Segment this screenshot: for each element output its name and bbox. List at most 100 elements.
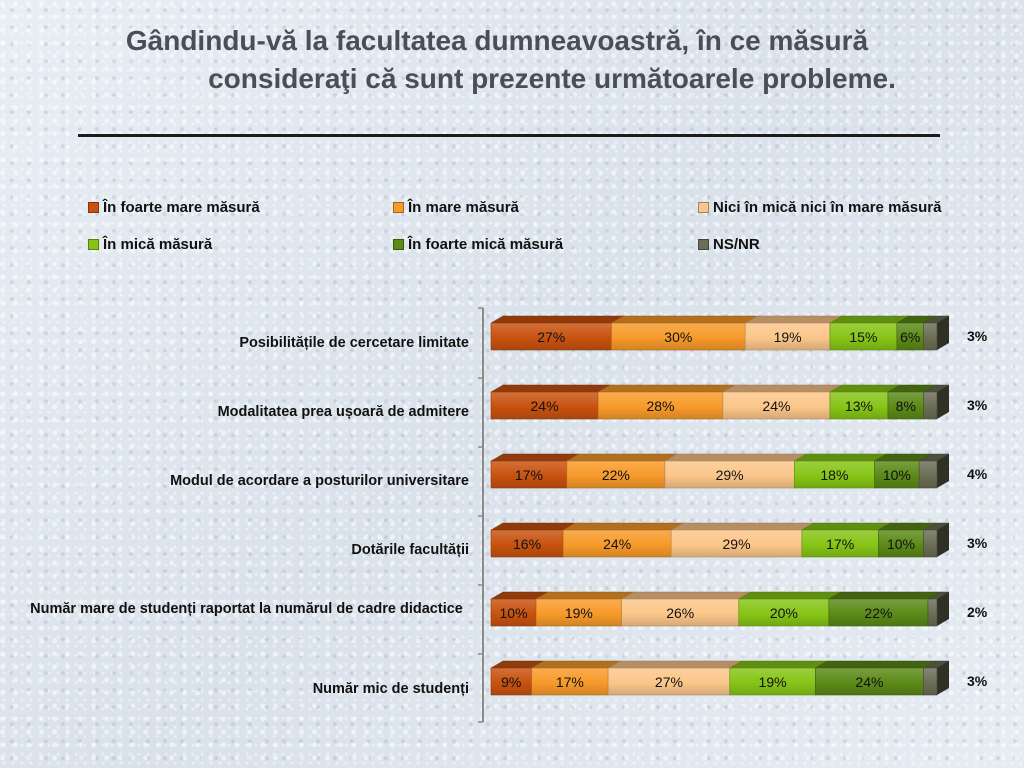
legend-label: În foarte mare măsură (103, 199, 260, 216)
category-label-2: Modul de acordare a posturilor universit… (170, 473, 469, 489)
bar-segment-4-3 (738, 598, 830, 627)
legend-swatch-icon (393, 239, 404, 250)
data-label-1-5: 3% (967, 397, 988, 413)
category-label-1: Modalitatea prea ușoară de admitere (217, 404, 469, 420)
data-label-3-4: 10% (887, 536, 915, 552)
bar-top-2-1 (565, 453, 678, 462)
data-label-3-5: 3% (967, 535, 988, 551)
bar-side-3 (937, 523, 949, 557)
bar-segment-1-5 (923, 391, 938, 420)
title-divider (78, 134, 940, 137)
bar-segment-4-5 (927, 598, 938, 627)
data-label-0-4: 6% (900, 329, 920, 345)
data-label-2-2: 29% (716, 467, 744, 483)
category-label-4: Număr mare de studenți raportat la număr… (30, 601, 463, 617)
data-label-3-0: 16% (513, 536, 541, 552)
chart-title-line-2: consideraţi că sunt prezente următoarele… (208, 63, 896, 94)
legend-swatch-icon (698, 202, 709, 213)
chart-title-line-1: Gândindu-vă la facultatea dumneavoastră,… (125, 25, 869, 56)
chart-legend: În foarte mare măsură În mare măsură Nic… (0, 0, 1024, 260)
data-label-4-5: 2% (967, 604, 988, 620)
legend-item-nsnr: NS/NR (698, 236, 760, 253)
data-label-5-0: 9% (501, 674, 521, 690)
bar-top-4-4 (827, 591, 941, 600)
bar-segment-3-3 (801, 529, 879, 558)
bar-top-0-0 (490, 315, 625, 324)
bar-segment-0-2 (744, 322, 831, 351)
bar-top-4-1 (535, 591, 635, 600)
bar-segment-2-2 (664, 460, 795, 489)
data-label-0-5: 3% (967, 328, 988, 344)
data-label-4-4: 22% (864, 605, 892, 621)
bar-top-4-2 (620, 591, 752, 600)
data-label-3-1: 24% (603, 536, 631, 552)
data-label-2-5: 4% (967, 466, 988, 482)
bar-segment-2-4 (874, 460, 920, 489)
bar-side-0 (937, 316, 949, 350)
bar-segment-5-5 (923, 667, 938, 696)
bar-segment-0-1 (611, 322, 746, 351)
data-label-2-1: 22% (602, 467, 630, 483)
legend-label: Nici în mică nici în mare măsură (713, 199, 942, 216)
bar-segment-4-0 (490, 598, 537, 627)
category-label-5: Număr mic de studenți (312, 681, 469, 697)
bar-segment-5-3 (729, 667, 816, 696)
bar-top-5-3 (728, 660, 829, 669)
bar-top-3-3 (800, 522, 892, 531)
bar-top-5-2 (607, 660, 743, 669)
bar-top-1-2 (721, 384, 843, 393)
bar-top-3-1 (562, 522, 685, 531)
bar-segment-0-4 (896, 322, 924, 351)
data-label-4-2: 26% (666, 605, 694, 621)
bar-segment-4-4 (828, 598, 929, 627)
bar-segment-0-0 (490, 322, 612, 351)
bar-top-1-0 (490, 384, 611, 393)
bar-top-0-1 (610, 315, 759, 324)
bar-side-2 (937, 454, 949, 488)
data-label-1-0: 24% (531, 398, 559, 414)
data-label-2-3: 18% (820, 467, 848, 483)
bar-segment-3-5 (923, 529, 938, 558)
legend-swatch-icon (698, 239, 709, 250)
bar-side-4 (937, 592, 949, 626)
legend-item-mica: În mică măsură (88, 236, 212, 253)
data-label-5-2: 27% (655, 674, 683, 690)
legend-label: În foarte mică măsură (408, 236, 564, 253)
bar-top-5-1 (530, 660, 622, 669)
legend-item-foarte-mica: În foarte mică măsură (393, 236, 563, 253)
legend-swatch-icon (88, 202, 99, 213)
data-label-3-3: 17% (826, 536, 854, 552)
bar-segment-2-3 (793, 460, 875, 489)
data-label-1-3: 13% (845, 398, 873, 414)
bar-segment-5-1 (531, 667, 609, 696)
data-label-2-4: 10% (883, 467, 911, 483)
data-label-4-1: 19% (565, 605, 593, 621)
bar-top-0-3 (829, 315, 910, 324)
data-label-0-0: 27% (537, 329, 565, 345)
bar-segment-2-1 (566, 460, 666, 489)
legend-label: În mare măsură (408, 199, 519, 216)
bar-segment-1-0 (490, 391, 599, 420)
bar-segment-1-4 (887, 391, 924, 420)
bar-top-4-3 (737, 591, 842, 600)
bar-top-3-2 (670, 522, 815, 531)
bar-segment-4-1 (535, 598, 622, 627)
legend-item-foarte-mare: În foarte mare măsură (88, 199, 260, 216)
data-label-1-1: 28% (646, 398, 674, 414)
data-label-1-2: 24% (762, 398, 790, 414)
data-label-0-3: 15% (849, 329, 877, 345)
legend-label: NS/NR (713, 236, 760, 253)
category-label-0: Posibilitățile de cercetare limitate (239, 335, 469, 351)
data-label-4-0: 10% (500, 605, 528, 621)
bar-side-5 (937, 661, 949, 695)
bar-segment-3-1 (562, 529, 672, 558)
bar-segment-2-5 (918, 460, 938, 489)
data-label-0-2: 19% (774, 329, 802, 345)
bar-segment-0-5 (923, 322, 938, 351)
legend-label: În mică măsură (103, 236, 213, 253)
bar-top-2-3 (793, 453, 888, 462)
data-label-0-1: 30% (664, 329, 692, 345)
data-label-5-3: 19% (759, 674, 787, 690)
data-label-4-3: 20% (770, 605, 798, 621)
